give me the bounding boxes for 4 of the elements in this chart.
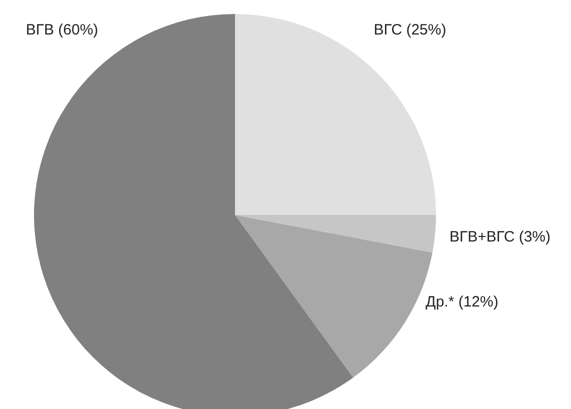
- slice-label: Др.* (12%): [426, 294, 498, 310]
- slice-label: ВГВ (60%): [26, 22, 98, 38]
- slice-label: ВГВ+ВГС (3%): [449, 228, 551, 246]
- slice-label: ВГС (25%): [374, 22, 446, 38]
